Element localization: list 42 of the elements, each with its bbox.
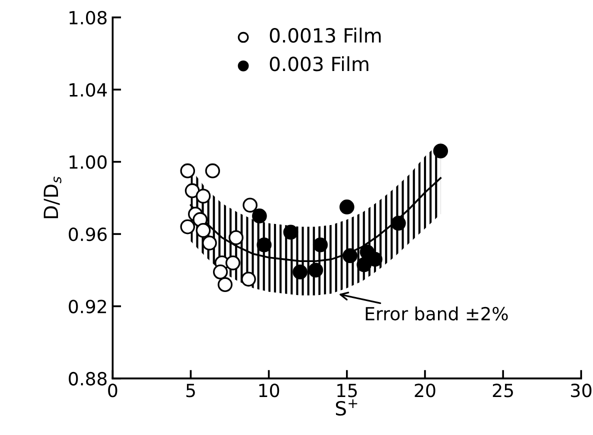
point xyxy=(180,219,196,234)
point xyxy=(218,277,233,292)
point xyxy=(242,198,258,213)
y-tick-label: 1.04 xyxy=(70,83,107,97)
point xyxy=(339,200,354,214)
point xyxy=(356,257,372,272)
point xyxy=(202,236,217,250)
y-tick-label: 1.08 xyxy=(70,10,107,25)
point xyxy=(196,222,211,238)
point xyxy=(391,216,406,231)
x-tick-label: 15 xyxy=(337,384,357,398)
point xyxy=(433,144,448,158)
point xyxy=(180,163,196,178)
point xyxy=(283,224,298,240)
point xyxy=(225,255,240,270)
y-tick-label: 0.92 xyxy=(68,300,106,314)
annotation: Error band ±2% xyxy=(366,306,508,321)
point xyxy=(212,264,228,280)
point xyxy=(205,163,220,178)
x-tick-label: 5 xyxy=(186,384,195,398)
y-axis-title: D/D$_{s}$ xyxy=(44,176,62,218)
y-tick-label: 1.00 xyxy=(70,155,107,169)
x-tick-label: 10 xyxy=(259,384,280,398)
point xyxy=(342,248,358,264)
x-tick-label: 20 xyxy=(414,384,436,398)
legend-label: 0.0013 Film xyxy=(270,28,381,43)
y-tick-label: 0.96 xyxy=(68,227,107,242)
point xyxy=(292,264,308,280)
point xyxy=(312,237,328,252)
point xyxy=(241,272,256,287)
point xyxy=(308,262,324,278)
point xyxy=(256,237,272,252)
point xyxy=(252,208,267,224)
point xyxy=(184,183,200,198)
point xyxy=(228,230,244,246)
x-tick-label: 0 xyxy=(108,384,118,398)
point xyxy=(196,188,211,204)
y-tick-label: 0.88 xyxy=(68,372,107,386)
x-axis-title: S$^{+}$ xyxy=(336,399,358,416)
legend-label: 0.003 Film xyxy=(270,56,368,72)
x-tick-label: 30 xyxy=(571,384,592,398)
x-tick-label: 25 xyxy=(492,384,513,398)
